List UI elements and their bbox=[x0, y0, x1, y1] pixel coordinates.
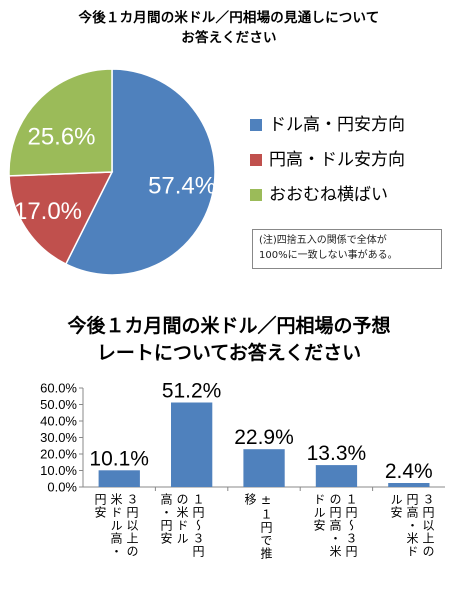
note-line-2: 100%に一致しない事がある。 bbox=[259, 250, 398, 261]
pie-title-line-2: お答えください bbox=[181, 30, 277, 46]
y-tick-label: 50.0% bbox=[40, 397, 77, 412]
legend-swatch-green bbox=[250, 189, 262, 201]
y-tick-label: 30.0% bbox=[40, 430, 77, 445]
pie-slice-flat bbox=[8, 68, 113, 177]
legend-label: ドル高・円安方向 bbox=[269, 115, 405, 135]
y-tick-label: 20.0% bbox=[40, 447, 77, 462]
pie-slice-value-label: 17.0% bbox=[14, 198, 82, 225]
legend-label: 円高・ドル安方向 bbox=[269, 150, 405, 170]
rounding-note: (注)四捨五入の関係で全体が 100%に一致しない事がある。 bbox=[252, 229, 442, 269]
bar-value-label: 13.3% bbox=[307, 442, 367, 465]
bar-value-label: 51.2% bbox=[162, 380, 222, 403]
bar-5 bbox=[388, 483, 430, 487]
pie-slice-dollar-strong bbox=[64, 68, 216, 276]
legend-swatch-red bbox=[250, 154, 262, 166]
pie-slice-value-label: 25.6% bbox=[27, 124, 95, 151]
x-category-label-1: ３円以上の 米ドル高・ 円安 bbox=[93, 493, 139, 558]
legend-swatch-blue bbox=[250, 119, 262, 131]
y-tick-label: 40.0% bbox=[40, 414, 77, 429]
legend-label: おおむね横ばい bbox=[269, 185, 388, 205]
y-tick-label: 60.0% bbox=[40, 381, 77, 396]
bar-4 bbox=[315, 465, 358, 487]
bar-3 bbox=[243, 449, 285, 487]
y-tick-label: 0.0% bbox=[47, 480, 77, 495]
pie-title-line-1: 今後１カ月間の米ドル／円相場の見通しについて bbox=[78, 10, 380, 26]
bar-value-label: 2.4% bbox=[385, 460, 433, 483]
x-category-label-2: １円～３円 の米ドル 高・円安 bbox=[159, 493, 205, 558]
pie-chart: 57.4% 17.0% 25.6% bbox=[8, 68, 216, 276]
bar-title-line-2: レートについてお答えください bbox=[96, 342, 362, 364]
x-category-label-5: ３円以上の 円高・米ド ル安 bbox=[389, 493, 435, 558]
note-line-1: (注)四捨五入の関係で全体が bbox=[259, 235, 387, 246]
pie-slice-value-label: 57.4% bbox=[148, 173, 216, 200]
bar-value-label: 22.9% bbox=[234, 426, 294, 449]
bar-chart-title: 今後１カ月間の米ドル／円相場の予想 レートについてお答えください bbox=[0, 313, 458, 367]
bar-value-label: 10.1% bbox=[89, 447, 149, 470]
x-category-label-4: １円～３円 の円高・米 ドル安 bbox=[312, 493, 358, 558]
pie-slice-yen-strong bbox=[8, 171, 114, 266]
bar-1 bbox=[98, 470, 140, 487]
x-category-label-3: ±１円で推 移 bbox=[243, 493, 273, 560]
bar-2 bbox=[171, 402, 213, 487]
y-tick-label: 10.0% bbox=[40, 463, 77, 478]
bar-title-line-1: 今後１カ月間の米ドル／円相場の予想 bbox=[67, 315, 391, 337]
pie-chart-title: 今後１カ月間の米ドル／円相場の見通しについて お答えください bbox=[0, 8, 458, 48]
